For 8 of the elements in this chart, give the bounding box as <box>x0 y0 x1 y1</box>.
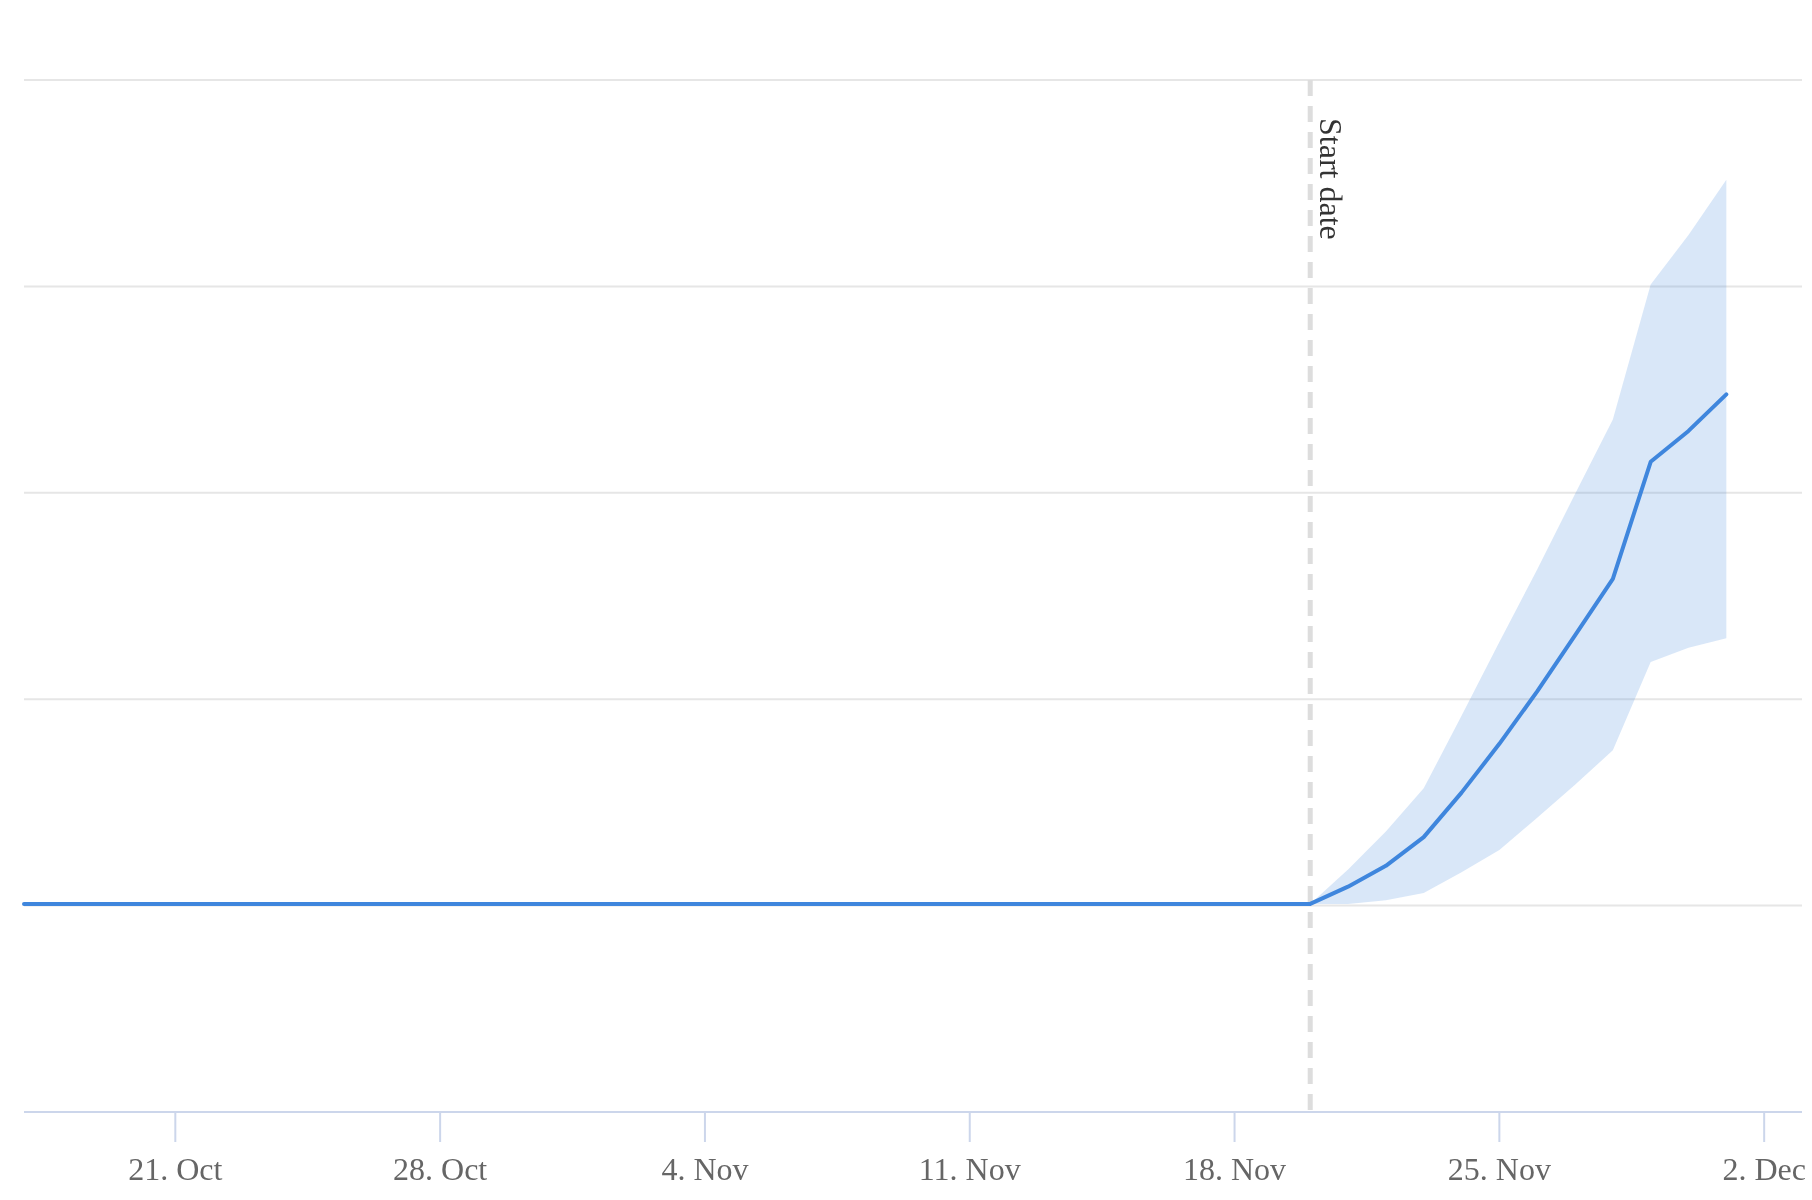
x-tick-label: 25. Nov <box>1447 1151 1551 1187</box>
x-tick-label: 2. Dec <box>1722 1151 1806 1187</box>
ref-line-label: Start date <box>1313 118 1350 240</box>
x-tick-label: 11. Nov <box>918 1151 1021 1187</box>
x-tick-label: 4. Nov <box>661 1151 749 1187</box>
x-tick-label: 21. Oct <box>128 1151 223 1187</box>
x-tick-label: 18. Nov <box>1183 1151 1287 1187</box>
x-tick-label: 28. Oct <box>393 1151 488 1187</box>
